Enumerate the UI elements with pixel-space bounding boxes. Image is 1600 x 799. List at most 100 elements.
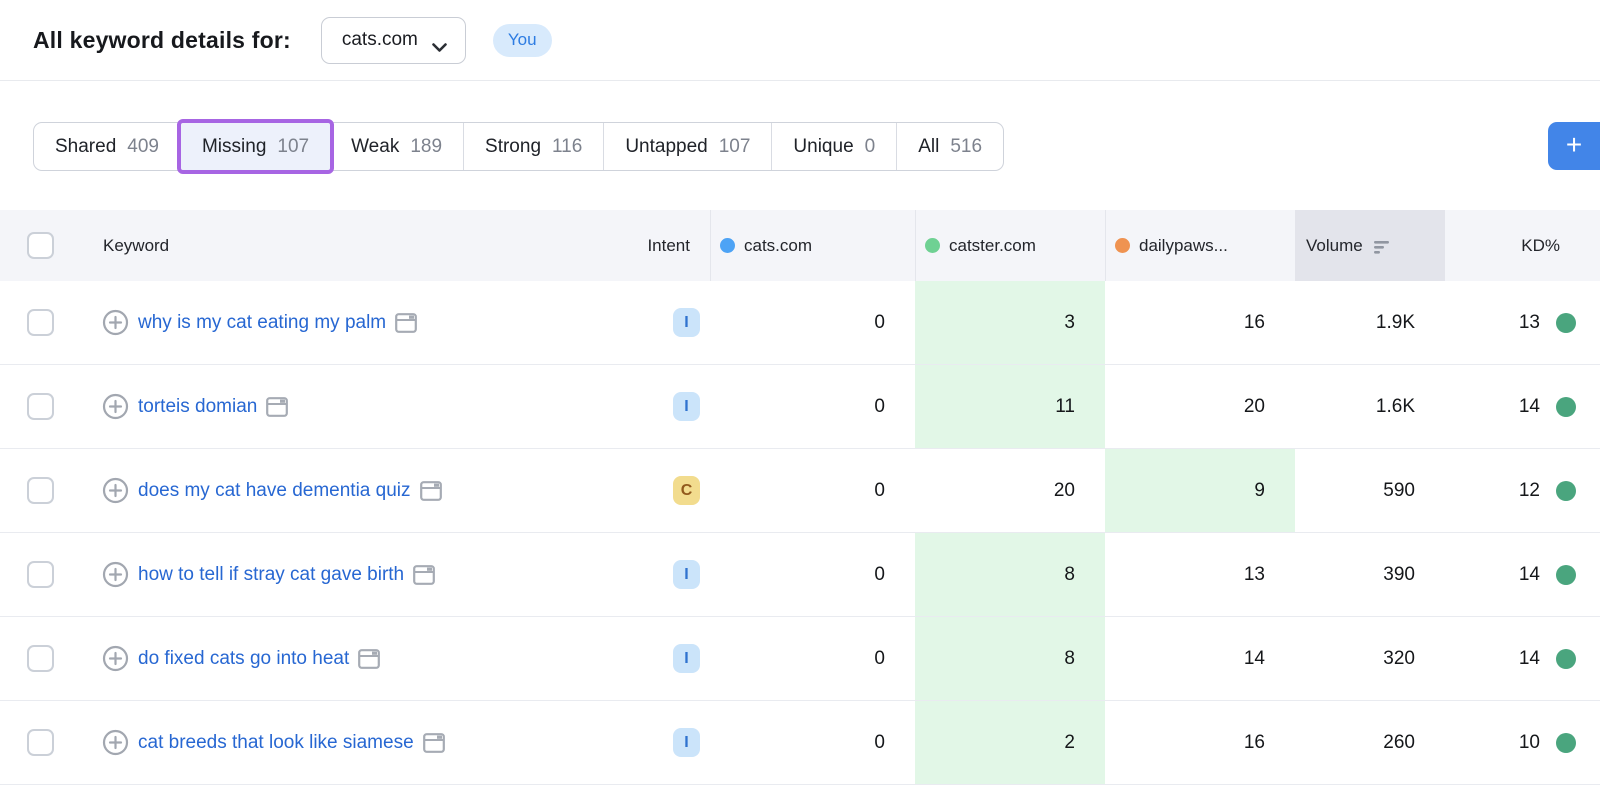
kd-cell: 13 [1445,281,1600,364]
intent-badge-i: I [673,308,700,337]
column-header-intent[interactable]: Intent [647,235,690,255]
kd-value: 14 [1518,563,1540,585]
you-badge: You [492,23,552,57]
volume-value: 590 [1383,479,1415,501]
tab-unique[interactable]: Unique 0 [772,123,898,170]
kd-value: 14 [1518,395,1540,417]
kd-cell: 14 [1445,533,1600,616]
kd-difficulty-dot-icon [1556,396,1576,417]
tab-strong[interactable]: Strong 116 [464,123,605,170]
add-to-list-icon[interactable] [102,393,129,420]
catster-com-position: 2 [915,701,1105,784]
dailypaws-label: dailypaws... [1139,235,1228,255]
catster-com-position: 20 [1053,479,1075,501]
tab-untapped[interactable]: Untapped 107 [604,123,773,170]
serp-preview-icon[interactable] [395,312,418,333]
column-header-keyword[interactable]: Keyword [103,235,170,255]
domain-selector-value: cats.com [341,29,418,50]
row-checkbox-cell [0,533,82,616]
row-checkbox[interactable] [27,393,54,420]
serp-preview-icon[interactable] [266,396,289,417]
table-header-row: Keyword Intent cats.com catster.com dail… [0,210,1600,281]
kd-difficulty-dot-icon [1556,648,1576,669]
tab-label: Weak [351,135,400,157]
intent-cell: I [610,365,710,448]
page-title: All keyword details for: [33,26,291,53]
column-header-cats-com[interactable]: cats.com [710,210,915,281]
tab-missing[interactable]: Missing 107 [176,119,335,174]
dailypaws-position: 20 [1243,395,1265,417]
keyword-filter-tabs: Shared 409 Missing 107 Weak 189 Strong 116 Untap… [33,119,1005,174]
add-to-list-icon[interactable] [102,561,129,588]
volume-value: 1.6K [1375,395,1415,417]
kd-value: 10 [1518,731,1540,753]
kd-difficulty-dot-icon [1556,480,1576,501]
intent-badge-i: I [673,392,700,421]
keyword-link[interactable]: torteis domian [138,395,258,417]
add-to-list-icon[interactable] [102,729,129,756]
page-header: All keyword details for: cats.com You [0,0,1600,81]
keyword-link[interactable]: why is my cat eating my palm [138,311,387,333]
row-checkbox-cell [0,365,82,448]
serp-preview-icon[interactable] [413,564,436,585]
row-checkbox-cell [0,617,82,700]
table-row: why is my cat eating my palm I 0 3 16 1.9K 13 [0,281,1600,365]
cats-com-position: 0 [874,395,885,417]
intent-cell: C [610,449,710,532]
keyword-cell: cat breeds that look like siamese [82,701,610,784]
tab-count: 107 [277,135,310,157]
volume-value: 390 [1383,563,1415,585]
tab-label: All [918,135,940,157]
add-to-list-icon[interactable] [102,645,129,672]
intent-badge-i: I [673,560,700,589]
kd-cell: 14 [1445,617,1600,700]
keyword-link[interactable]: does my cat have dementia quiz [138,479,411,501]
column-header-kd[interactable]: KD% [1521,235,1560,255]
intent-cell: I [610,281,710,364]
dailypaws-position: 16 [1243,311,1265,333]
kd-value: 12 [1518,479,1540,501]
row-checkbox[interactable] [27,645,54,672]
column-header-dailypaws[interactable]: dailypaws... [1105,210,1295,281]
kd-difficulty-dot-icon [1556,312,1576,333]
keywords-table: Keyword Intent cats.com catster.com dail… [0,210,1600,785]
keyword-link[interactable]: do fixed cats go into heat [138,647,350,669]
keyword-link[interactable]: how to tell if stray cat gave birth [138,563,405,585]
add-competitor-button[interactable]: + [1548,122,1600,170]
table-row: cat breeds that look like siamese I 0 2 16 26… [0,701,1600,785]
keyword-link[interactable]: cat breeds that look like siamese [138,731,414,753]
serp-preview-icon[interactable] [358,648,381,669]
table-row: does my cat have dementia quiz C 0 20 9 590 12 [0,449,1600,533]
tab-label: Shared [55,135,117,157]
cats-com-position: 0 [874,647,885,669]
intent-badge-c: C [673,476,700,505]
row-checkbox[interactable] [27,729,54,756]
tab-label: Missing [201,135,267,157]
header-checkbox-cell [0,210,82,281]
kd-value: 14 [1518,647,1540,669]
kd-cell: 12 [1445,449,1600,532]
row-checkbox[interactable] [27,309,54,336]
cats-com-label: cats.com [744,235,813,255]
row-checkbox[interactable] [27,477,54,504]
tab-shared[interactable]: Shared 409 [34,123,181,170]
serp-preview-icon[interactable] [419,480,442,501]
intent-cell: I [610,617,710,700]
intent-cell: I [610,701,710,784]
dailypaws-dot-icon [1115,238,1130,253]
catster-com-position: 8 [915,617,1105,700]
keyword-cell: does my cat have dementia quiz [82,449,610,532]
column-header-catster-com[interactable]: catster.com [915,210,1105,281]
row-checkbox[interactable] [27,561,54,588]
tab-all[interactable]: All 516 [897,123,1003,170]
table-body: why is my cat eating my palm I 0 3 16 1.9K 13 t… [0,281,1600,785]
tab-weak[interactable]: Weak 189 [330,123,465,170]
select-all-checkbox[interactable] [27,232,54,259]
keyword-cell: why is my cat eating my palm [82,281,610,364]
serp-preview-icon[interactable] [422,732,445,753]
domain-selector-dropdown[interactable]: cats.com [320,16,466,64]
add-to-list-icon[interactable] [102,477,129,504]
add-to-list-icon[interactable] [102,309,129,336]
column-header-volume[interactable]: Volume [1295,210,1445,281]
catster-com-label: catster.com [949,235,1036,255]
